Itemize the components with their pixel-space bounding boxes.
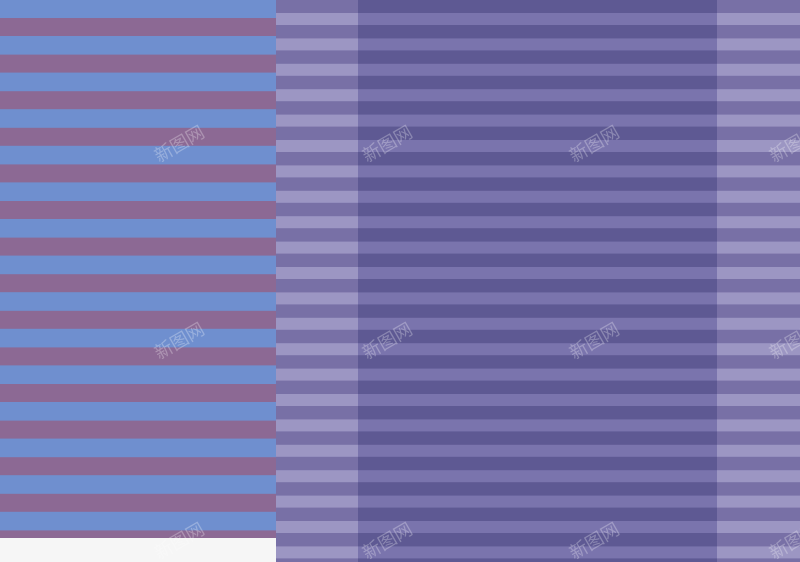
mauve-stripe (0, 201, 276, 219)
light-stripe (717, 38, 800, 51)
light-stripe (358, 292, 717, 305)
mauve-stripe (0, 457, 276, 476)
light-stripe (717, 89, 800, 102)
mauve-stripe (0, 493, 276, 512)
light-stripe (276, 165, 358, 178)
mauve-stripe (0, 310, 276, 329)
light-stripe (276, 190, 358, 203)
light-stripe (276, 89, 358, 102)
light-stripe (717, 292, 800, 305)
light-stripe (358, 140, 717, 152)
light-stripe (276, 546, 358, 559)
light-stripe (276, 444, 358, 457)
light-stripe (717, 470, 800, 483)
light-stripe (276, 368, 358, 381)
mauve-stripe (0, 420, 276, 439)
light-stripe (358, 546, 717, 559)
light-stripe (717, 495, 800, 508)
mauve-stripe (0, 18, 276, 36)
light-stripe (276, 114, 358, 127)
light-stripe (276, 267, 358, 279)
light-stripe (358, 394, 717, 406)
light-stripe (717, 13, 800, 25)
light-stripe (358, 521, 717, 533)
light-stripe (717, 394, 800, 406)
light-stripe (717, 317, 800, 330)
light-stripe (276, 419, 358, 432)
mauve-stripe (0, 237, 276, 256)
light-stripe (717, 368, 800, 381)
light-stripe (717, 521, 800, 533)
light-stripe (717, 165, 800, 178)
light-stripe (717, 140, 800, 152)
light-stripe (276, 38, 358, 51)
light-stripe (276, 317, 358, 330)
light-stripe (358, 343, 717, 356)
light-stripe (717, 241, 800, 254)
light-stripe (717, 546, 800, 559)
light-stripe (717, 63, 800, 76)
light-stripe (717, 444, 800, 457)
light-stripe (358, 368, 717, 381)
light-stripe (276, 521, 358, 533)
light-stripe (276, 495, 358, 508)
mauve-stripe (0, 347, 276, 366)
light-stripe (358, 63, 717, 76)
light-stripe (358, 267, 717, 279)
mauve-stripe (0, 164, 276, 183)
left-panel (0, 0, 276, 538)
light-stripe (717, 267, 800, 279)
light-stripe (276, 470, 358, 483)
light-stripe (717, 419, 800, 432)
light-stripe (358, 419, 717, 432)
light-stripe (717, 114, 800, 127)
light-stripe (358, 495, 717, 508)
light-stripe (358, 13, 717, 25)
light-stripe (276, 140, 358, 152)
mauve-stripe (0, 127, 276, 146)
mauve-stripe (0, 384, 276, 402)
light-stripe (358, 241, 717, 254)
light-stripe (276, 343, 358, 356)
light-stripe (276, 13, 358, 25)
light-stripe (717, 216, 800, 229)
light-stripe (276, 241, 358, 254)
light-stripe (358, 317, 717, 330)
light-stripe (358, 165, 717, 178)
mauve-stripe (0, 274, 276, 293)
mauve-stripe (0, 91, 276, 110)
light-stripe (717, 343, 800, 356)
light-stripe (717, 190, 800, 203)
light-stripe (358, 190, 717, 203)
light-stripe (276, 292, 358, 305)
mauve-stripe (0, 530, 276, 538)
light-stripe (276, 394, 358, 406)
mauve-stripe (0, 54, 276, 73)
light-stripe (358, 216, 717, 229)
light-stripe (276, 63, 358, 76)
light-stripe (358, 38, 717, 51)
light-stripe (358, 444, 717, 457)
light-stripe (358, 470, 717, 483)
light-stripe (276, 216, 358, 229)
light-stripe (358, 114, 717, 127)
light-stripe (358, 89, 717, 102)
